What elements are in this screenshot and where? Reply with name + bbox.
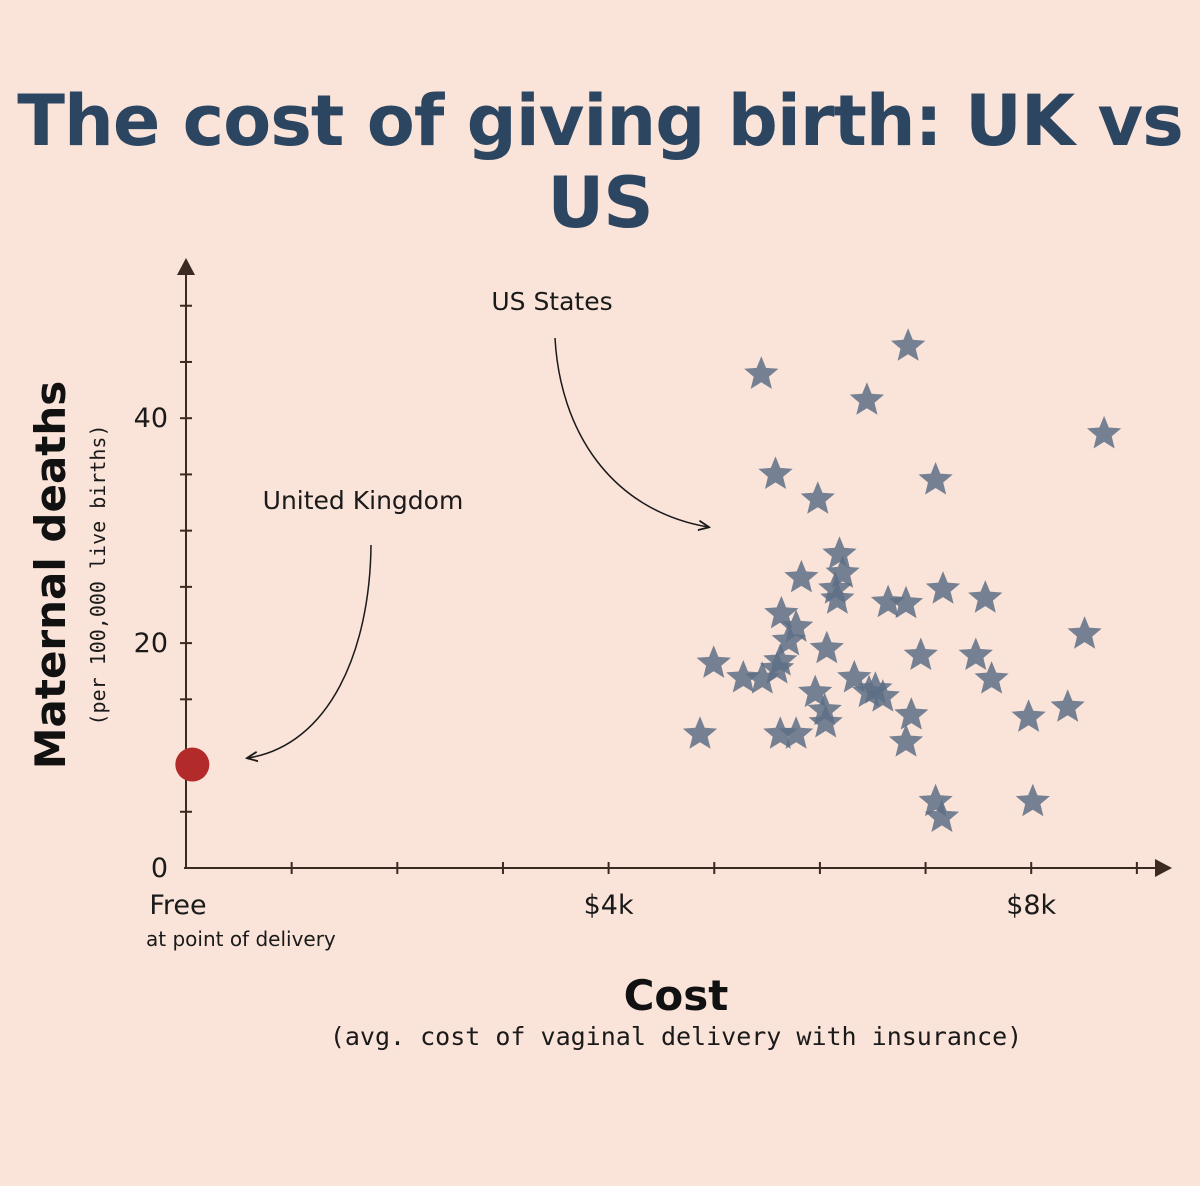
us-state-point [744,356,779,389]
x-tick-label: Free [149,890,206,921]
y-tick-labels: 0 20 40 [134,403,168,884]
x-axis-subtitle: (avg. cost of vaginal delivery with insu… [330,1022,1022,1051]
us-state-point [1050,689,1085,722]
us-state-point [894,697,929,730]
us-state-point [682,716,718,749]
x-axis-title: Cost [624,971,729,1020]
data-points [175,328,1122,832]
us-state-point [745,661,780,694]
us-state-point [918,462,953,495]
x-tick-label: $8k [1006,890,1056,921]
us-state-point [696,645,731,678]
us-state-point [820,581,855,614]
y-tick-label: 20 [134,628,168,659]
us-state-point [764,595,799,629]
page-title: The cost of giving birth: UK vs US [17,80,1184,244]
us-state-point [888,585,924,619]
uk-annotation-label: United Kingdom [263,486,464,515]
y-axis-title: Maternal deaths [26,381,75,770]
us-state-point [808,704,843,738]
us-state-point [822,536,857,569]
us-state-point [726,660,761,693]
us-state-point [849,382,884,415]
x-axis-ticks [290,862,1138,874]
y-tick-label: 0 [151,853,168,884]
y-axis-subtitle: (per 100,000 live births) [86,424,110,725]
us-state-point [800,481,835,514]
uk-point [175,747,210,782]
us-state-point [1011,699,1046,732]
x-tick-label: $4k [584,890,634,921]
y-tick-label: 40 [134,403,168,434]
uk-annotation-arrow [248,544,372,758]
us-state-point [851,674,887,708]
x-axis-arrowhead [1155,859,1172,877]
us-state-point [1087,415,1122,449]
us-state-point [870,584,906,618]
x-tick-labels: Free at point of delivery $4k $8k [146,890,1057,951]
us-state-point [1067,616,1102,649]
us-annotation-label: US States [491,287,612,316]
us-state-point [763,716,798,749]
us-state-point [958,637,993,670]
us-state-point [903,637,938,670]
us-annotation-arrow [554,337,708,527]
us-state-point [925,571,961,604]
us-state-point [758,456,793,489]
us-state-point [888,724,924,757]
us-state-point [784,559,819,593]
y-axis-arrowhead [177,258,195,275]
us-state-point [891,328,926,361]
us-state-point [809,630,844,664]
us-state-point [1015,783,1050,817]
us-state-point [924,799,960,832]
us-state-point [968,580,1003,613]
x-tick-sublabel: at point of delivery [146,927,336,951]
us-state-point [974,661,1009,694]
